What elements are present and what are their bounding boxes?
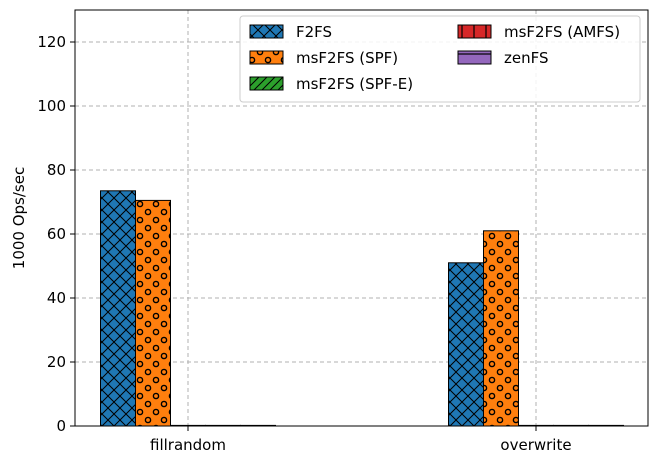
legend-label: F2FS	[296, 23, 332, 41]
x-tick-label: overwrite	[500, 436, 571, 454]
plot-frame	[74, 9, 649, 427]
bars	[100, 190, 624, 427]
legend-item: msF2FS (SPF)	[249, 49, 398, 67]
legend-swatch-hatch	[249, 76, 284, 91]
bar	[135, 199, 171, 427]
bar	[448, 262, 484, 427]
bar	[100, 190, 136, 427]
legend-label: msF2FS (AMFS)	[504, 23, 620, 41]
legend-label: msF2FS (SPF)	[296, 49, 398, 67]
y-tick-label: 120	[37, 33, 66, 51]
y-axis-label: 1000 Ops/sec	[10, 167, 28, 269]
legend-swatch-hatch	[457, 50, 492, 65]
y-tick-label: 80	[47, 161, 66, 179]
legend-item: msF2FS (AMFS)	[457, 23, 620, 41]
legend-item: zenFS	[457, 49, 549, 67]
y-tick-label: 20	[47, 353, 66, 371]
legend-label: msF2FS (SPF-E)	[296, 75, 413, 93]
bar	[483, 230, 519, 427]
x-axis: fillrandom overwrite	[150, 426, 572, 454]
legend-frame	[239, 15, 641, 103]
y-tick-label: 40	[47, 289, 66, 307]
y-tick-label: 100	[37, 97, 66, 115]
legend: F2FS msF2FS (SPF) msF2FS (SPF-E) msF2FS (AM…	[239, 15, 641, 103]
legend-item: msF2FS (SPF-E)	[249, 75, 413, 93]
x-tick-label: fillrandom	[150, 436, 226, 454]
bar-hatch	[135, 199, 171, 427]
y-axis: 0 20 40 60 80 100 120	[37, 33, 75, 435]
legend-item: F2FS	[249, 23, 332, 41]
y-tick-label: 60	[47, 225, 66, 243]
bar-hatch	[483, 230, 519, 427]
bar-hatch	[448, 262, 484, 427]
bar-hatch	[100, 190, 136, 427]
legend-swatch-hatch	[249, 24, 284, 39]
legend-label: zenFS	[504, 49, 549, 67]
legend-swatch-hatch	[457, 24, 492, 39]
legend-swatch-hatch	[249, 50, 284, 65]
y-tick-label: 0	[56, 417, 66, 435]
